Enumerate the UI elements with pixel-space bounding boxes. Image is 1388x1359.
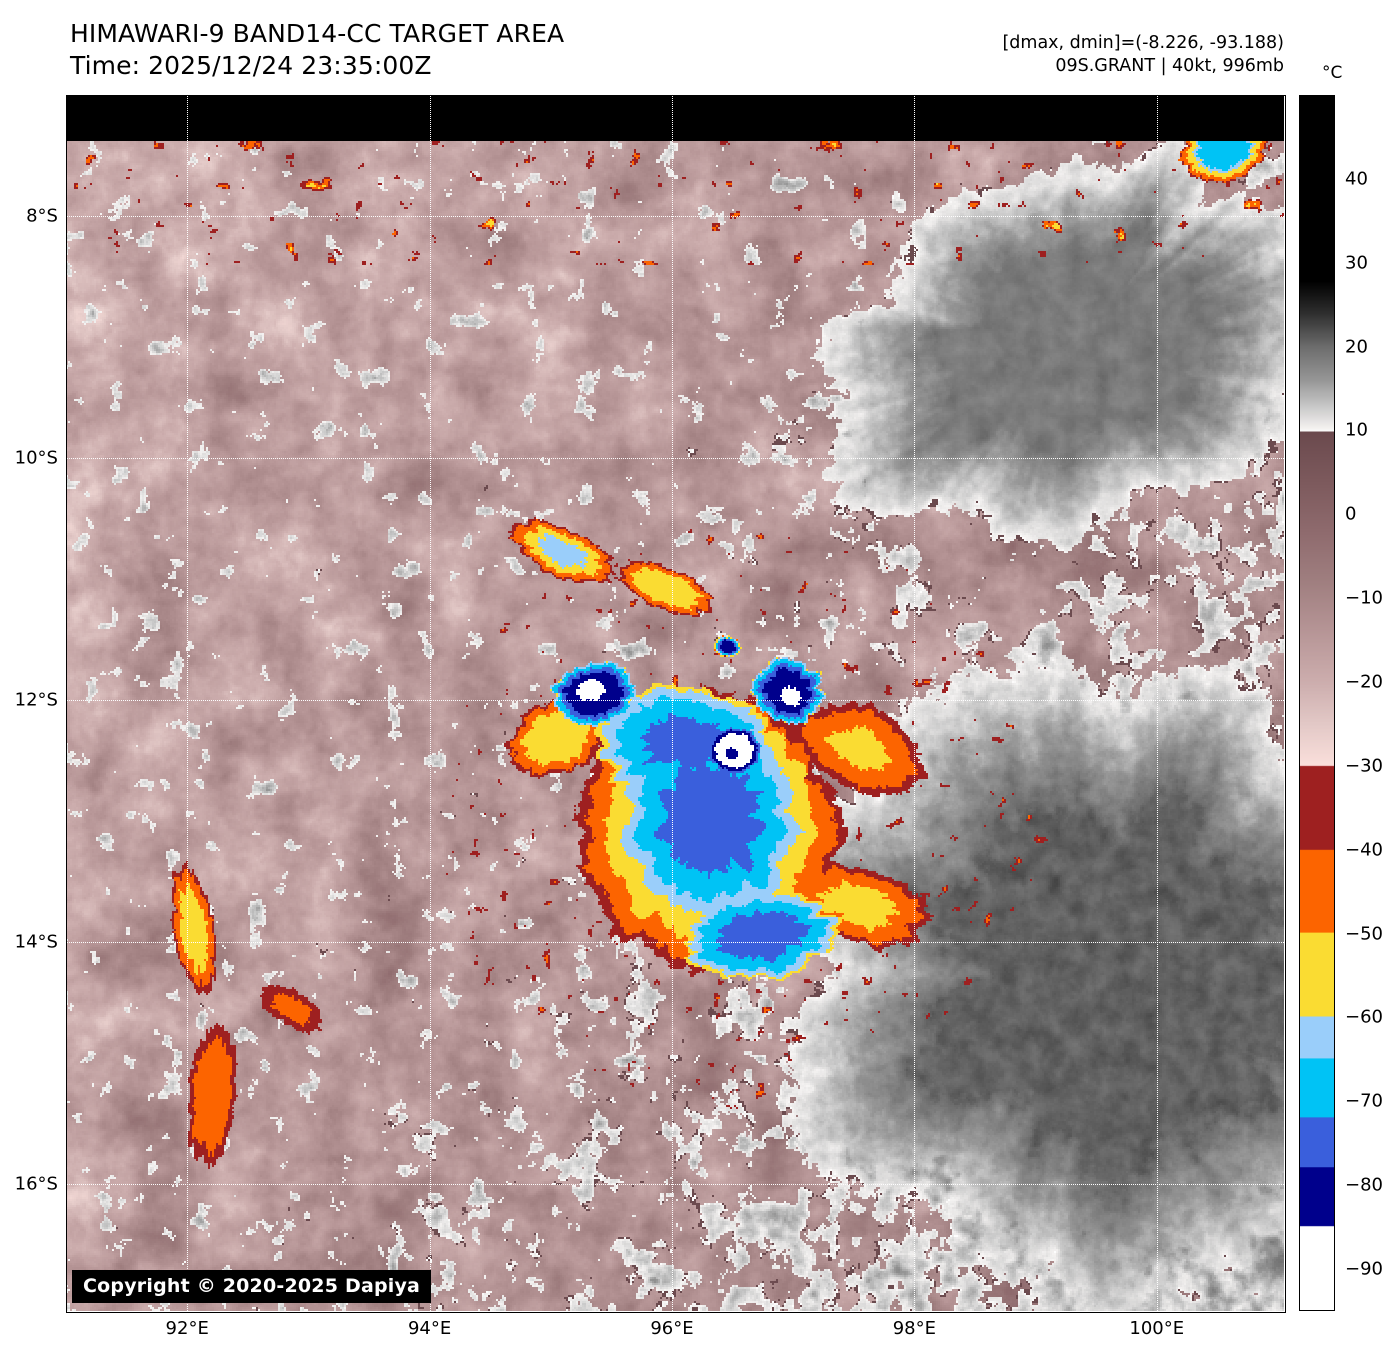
colorbar-tick-4: 0 <box>1345 503 1357 525</box>
colorbar-tick-7: −30 <box>1345 755 1383 777</box>
colorbar-canvas <box>1300 96 1334 1310</box>
satellite-plot: Copyright © 2020-2025 Dapiya <box>66 95 1286 1313</box>
temperature-colorbar <box>1299 95 1335 1311</box>
lat-tick-label-2: 12°S <box>14 689 58 711</box>
lat-tick-label-0: 8°S <box>26 205 58 227</box>
colorbar-tick-13: −90 <box>1345 1258 1383 1280</box>
colorbar-unit-label: °C <box>1322 63 1343 83</box>
colorbar-tick-3: 10 <box>1345 419 1368 441</box>
colorbar-tick-1: 30 <box>1345 252 1368 274</box>
lon-tick-label-3: 98°E <box>892 1318 936 1339</box>
data-range-label: [dmax, dmin]=(-8.226, -93.188) <box>1002 33 1284 53</box>
lon-tick-label-0: 92°E <box>165 1318 209 1339</box>
colorbar-tick-12: −80 <box>1345 1174 1383 1196</box>
colorbar-tick-6: −20 <box>1345 671 1383 693</box>
colorbar-tick-11: −70 <box>1345 1090 1383 1112</box>
copyright-badge: Copyright © 2020-2025 Dapiya <box>72 1270 432 1303</box>
colorbar-tick-8: −40 <box>1345 839 1383 861</box>
colorbar-tick-10: −60 <box>1345 1006 1383 1028</box>
lon-tick-label-2: 96°E <box>650 1318 694 1339</box>
header-left: HIMAWARI-9 BAND14-CC TARGET AREA Time: 2… <box>70 18 564 82</box>
lat-tick-label-3: 14°S <box>14 931 58 953</box>
observation-time: Time: 2025/12/24 23:35:00Z <box>70 51 432 80</box>
satellite-imagery-canvas <box>66 95 1284 1311</box>
colorbar-tick-9: −50 <box>1345 923 1383 945</box>
lat-tick-label-4: 16°S <box>14 1173 58 1195</box>
storm-info-label: 09S.GRANT | 40kt, 996mb <box>1055 56 1284 77</box>
colorbar-tick-5: −10 <box>1345 587 1383 609</box>
page-title: HIMAWARI-9 BAND14-CC TARGET AREA <box>70 19 565 48</box>
lon-tick-label-1: 94°E <box>407 1318 452 1339</box>
header-right: [dmax, dmin]=(-8.226, -93.188) 09S.GRANT… <box>1002 32 1284 79</box>
colorbar-tick-2: 20 <box>1345 336 1368 358</box>
lon-tick-label-4: 100°E <box>1129 1318 1185 1339</box>
lat-tick-label-1: 10°S <box>14 447 58 469</box>
colorbar-tick-0: 40 <box>1345 168 1368 190</box>
